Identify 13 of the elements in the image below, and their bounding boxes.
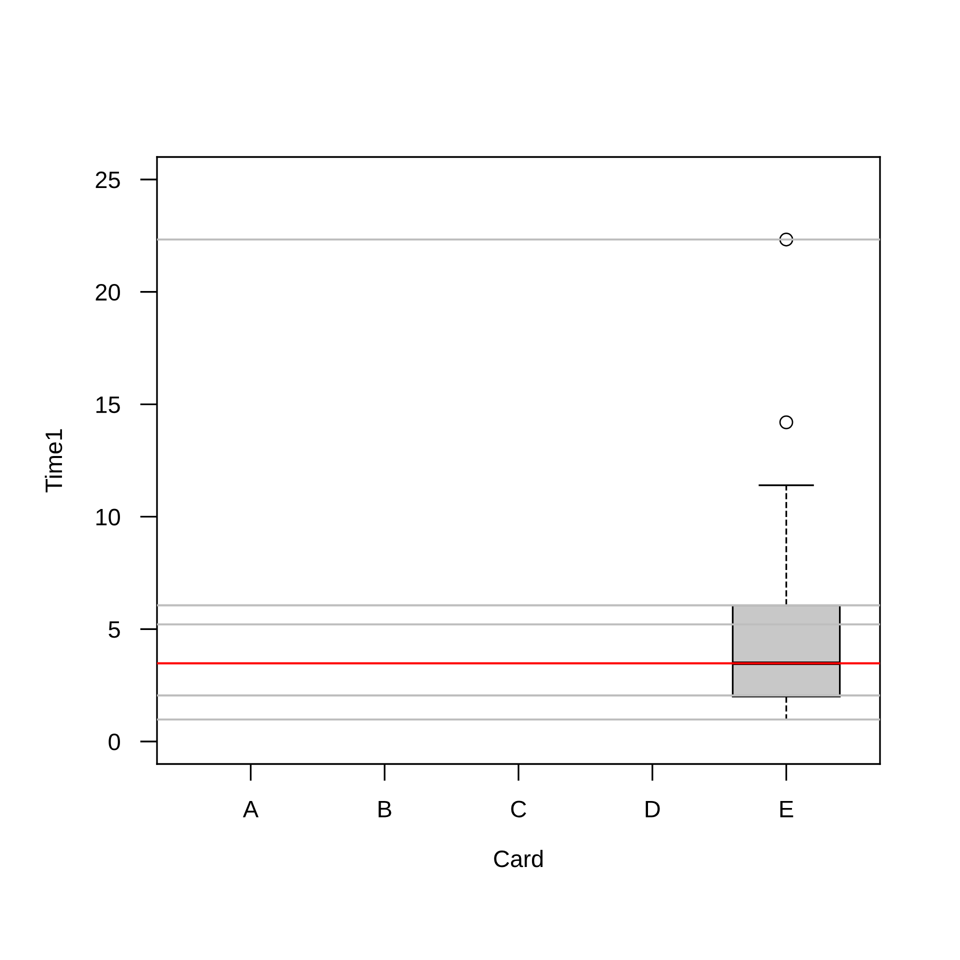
x-tick-label: E	[780, 800, 794, 818]
x-tick-label: A	[242, 800, 259, 818]
x-tick-label: C	[511, 800, 526, 818]
y-tick-label: 5	[108, 621, 120, 638]
y-tick-label: 25	[96, 172, 120, 188]
y-tick-label: 0	[108, 734, 120, 750]
x-tick-label: B	[378, 800, 392, 818]
y-tick-label: 20	[96, 284, 120, 301]
y-axis-title: Time1	[44, 429, 62, 492]
x-axis-title: Card	[494, 850, 543, 868]
y-tick-label: 15	[96, 396, 120, 414]
x-tick-label: D	[646, 800, 660, 818]
y-tick-label: 10	[96, 508, 120, 526]
